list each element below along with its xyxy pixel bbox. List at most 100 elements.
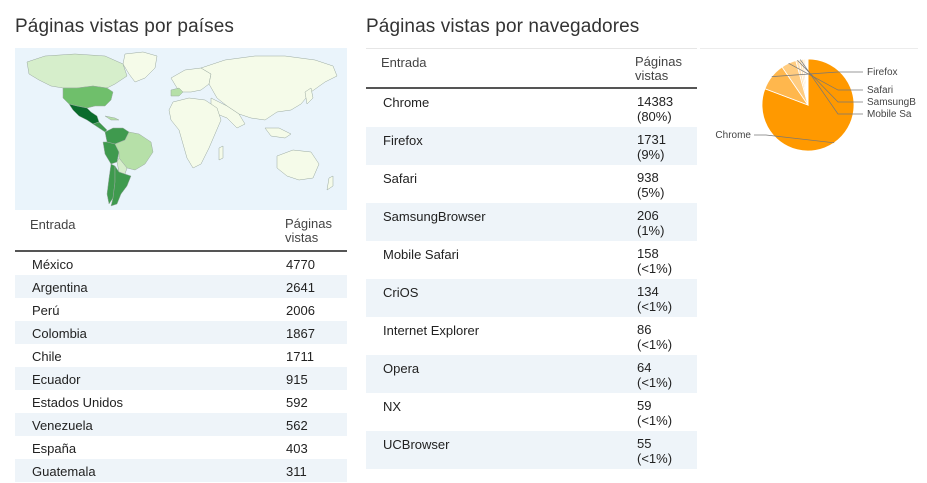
browser-pageviews: 158 (<1%)	[637, 246, 673, 276]
browsers-pie-chart[interactable]: Firefox Safari SamsungB Mobile Sa Chrome	[700, 48, 927, 158]
browser-name: Firefox	[383, 133, 423, 148]
pie-label-chrome: Chrome	[715, 130, 751, 141]
browsers-header-paginas-vistas[interactable]: Páginas vistas	[635, 55, 682, 83]
browser-pageviews: 938 (5%)	[637, 170, 665, 200]
countries-table-row[interactable]: España 403	[15, 436, 347, 459]
browsers-table-row[interactable]: Opera 64 (<1%)	[366, 355, 697, 393]
browsers-table-row[interactable]: NX 59 (<1%)	[366, 393, 697, 431]
map-region-asia	[200, 55, 338, 121]
countries-table-row[interactable]: Ecuador 915	[15, 367, 347, 390]
browser-pageviews-value: 158	[637, 246, 659, 261]
country-name: Venezuela	[32, 418, 93, 433]
map-region-southeast-asia	[264, 127, 292, 139]
browser-pageviews-percent: (<1%)	[637, 374, 673, 390]
browser-pageviews: 1731 (9%)	[637, 132, 666, 162]
browsers-header-vistas: vistas	[635, 68, 669, 83]
pie-leader-line	[771, 71, 863, 77]
browsers-table-body: Chrome 14383 (80%) Firefox 1731 (9%) Safari 938…	[366, 89, 697, 469]
browser-pageviews-value: 206	[637, 208, 659, 223]
world-map-svg	[15, 48, 347, 210]
browser-name: UCBrowser	[383, 437, 450, 452]
pie-label-safari: Safari	[867, 85, 893, 96]
map-country-new-zealand	[326, 175, 334, 191]
browser-pageviews: 59 (<1%)	[637, 398, 672, 428]
browsers-table-row[interactable]: CriOS 134 (<1%)	[366, 279, 697, 317]
countries-table-row[interactable]: México 4770	[15, 252, 347, 275]
country-pageviews: 2641	[286, 280, 315, 295]
countries-header-vistas: vistas	[285, 230, 319, 245]
browsers-table-row[interactable]: UCBrowser 55 (<1%)	[366, 431, 697, 469]
map-country-brazil	[114, 131, 154, 171]
browser-pageviews: 55 (<1%)	[637, 436, 673, 466]
country-name: México	[32, 257, 74, 272]
browsers-table-row[interactable]: Mobile Safari 158 (<1%)	[366, 241, 697, 279]
countries-table-row[interactable]: Venezuela 562	[15, 413, 347, 436]
browsers-table-header: Entrada Páginas vistas	[366, 48, 697, 89]
browser-pageviews: 134 (<1%)	[637, 284, 673, 314]
countries-header-paginas-vistas[interactable]: Páginas vistas	[285, 217, 332, 245]
map-country-japan	[304, 87, 314, 105]
country-name: Ecuador	[32, 372, 81, 387]
browser-name: Opera	[383, 361, 420, 376]
browser-name: SamsungBrowser	[383, 209, 486, 224]
country-pageviews: 403	[286, 441, 308, 456]
browser-pageviews: 14383 (80%)	[637, 94, 673, 124]
browser-pageviews-value: 134	[637, 284, 659, 299]
countries-table-row[interactable]: Chile 1711	[15, 344, 347, 367]
browsers-table-row[interactable]: Firefox 1731 (9%)	[366, 127, 697, 165]
browser-pageviews-percent: (<1%)	[637, 298, 673, 314]
countries-table-row[interactable]: Argentina 2641	[15, 275, 347, 298]
countries-header-entrada[interactable]: Entrada	[30, 217, 76, 232]
browsers-header-paginas: Páginas	[635, 54, 682, 69]
country-pageviews: 562	[286, 418, 308, 433]
browser-pageviews-value: 55	[637, 436, 652, 451]
country-name: Perú	[32, 303, 60, 318]
countries-header-paginas: Páginas	[285, 216, 332, 231]
pie-leader-line	[797, 59, 863, 103]
pie-leader-line	[800, 59, 863, 115]
browser-pageviews-value: 1731	[637, 132, 666, 147]
browser-name: Mobile Safari	[383, 247, 459, 262]
countries-table-row[interactable]: Colombia 1867	[15, 321, 347, 344]
map-country-caribbean	[104, 115, 120, 121]
countries-table: Entrada Páginas vistas México 4770 Argentin…	[15, 210, 347, 482]
browser-pageviews-percent: (<1%)	[637, 260, 673, 276]
browsers-table: Entrada Páginas vistas Chrome 14383 (80%) Fi…	[366, 48, 697, 469]
country-pageviews: 311	[286, 464, 307, 479]
countries-table-row[interactable]: Guatemala 311	[15, 459, 347, 482]
country-name: Colombia	[32, 326, 87, 341]
map-country-madagascar	[218, 145, 224, 161]
browsers-table-row[interactable]: Chrome 14383 (80%)	[366, 89, 697, 127]
browser-pageviews-value: 64	[637, 360, 652, 375]
map-country-greenland	[122, 51, 158, 83]
pie-leader-line	[788, 62, 863, 91]
pie-leader-line	[754, 134, 835, 144]
browsers-table-row[interactable]: Safari 938 (5%)	[366, 165, 697, 203]
world-geo-map[interactable]	[15, 48, 347, 210]
countries-table-body: México 4770 Argentina 2641 Perú 2006 Colombia 1…	[15, 252, 347, 482]
map-country-australia	[276, 149, 320, 181]
browser-pageviews-value: 86	[637, 322, 652, 337]
map-country-argentina	[110, 165, 132, 207]
map-country-bolivia-paraguay	[116, 157, 128, 175]
countries-table-row[interactable]: Perú 2006	[15, 298, 347, 321]
browser-pageviews-percent: (<1%)	[637, 450, 673, 466]
browser-name: CriOS	[383, 285, 419, 300]
browser-pageviews-percent: (5%)	[637, 184, 665, 200]
country-name: Argentina	[32, 280, 88, 295]
browser-pageviews: 206 (1%)	[637, 208, 664, 238]
country-pageviews: 592	[286, 395, 308, 410]
country-pageviews: 4770	[286, 257, 315, 272]
browser-name: Safari	[383, 171, 417, 186]
country-pageviews: 2006	[286, 303, 315, 318]
country-name: Estados Unidos	[32, 395, 124, 410]
browsers-table-row[interactable]: SamsungBrowser 206 (1%)	[366, 203, 697, 241]
countries-table-row[interactable]: Estados Unidos 592	[15, 390, 347, 413]
browsers-table-row[interactable]: Internet Explorer 86 (<1%)	[366, 317, 697, 355]
map-region-africa	[168, 97, 222, 169]
map-country-peru-ecuador	[102, 141, 120, 165]
browsers-section-title: Páginas vistas por navegadores	[366, 16, 640, 37]
browsers-header-entrada[interactable]: Entrada	[381, 55, 427, 70]
browser-name: NX	[383, 399, 402, 414]
